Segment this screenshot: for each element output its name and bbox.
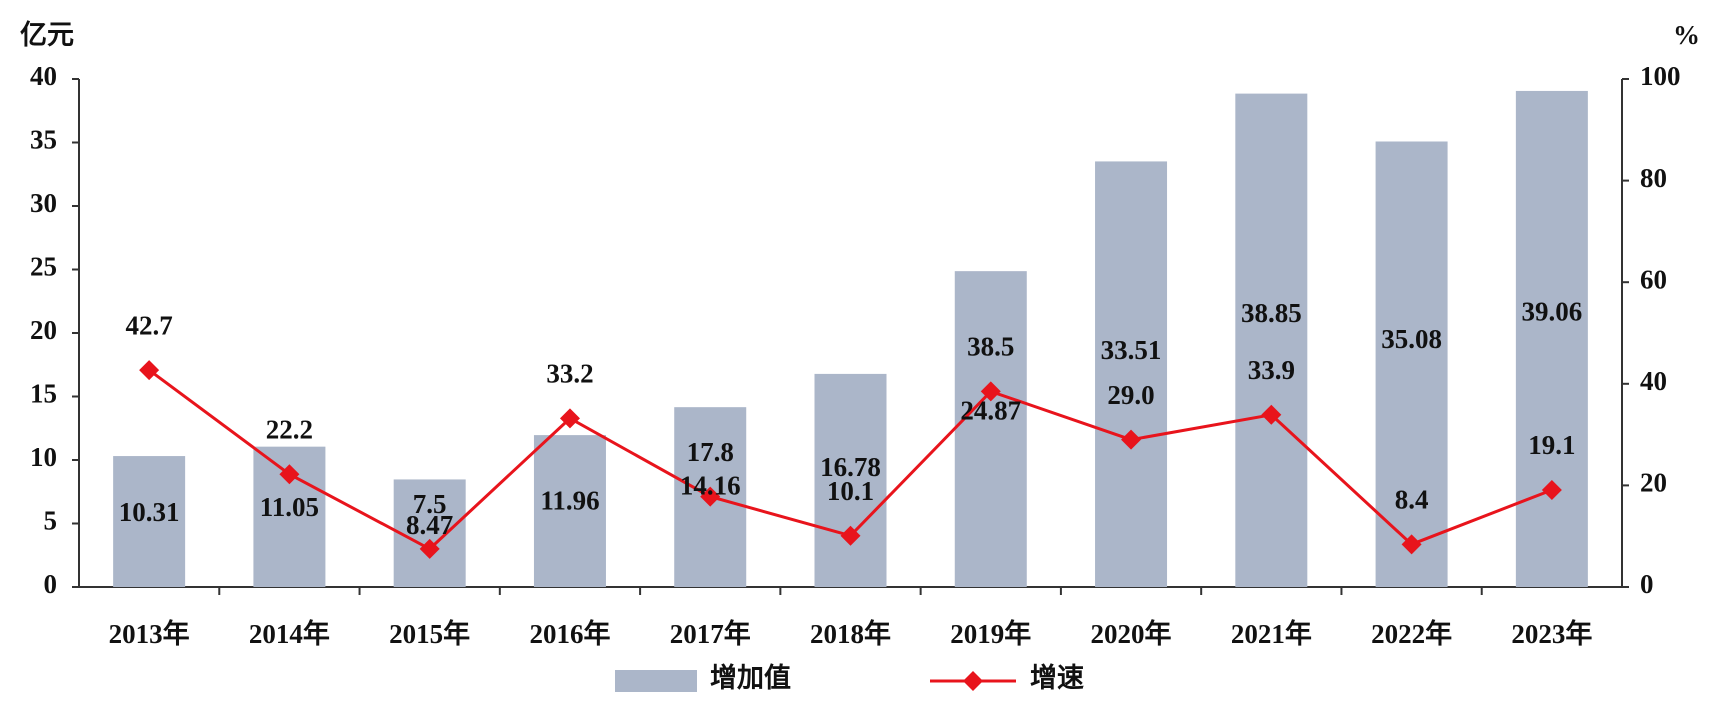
y2-tick-label: 80 [1640, 163, 1667, 193]
data-label: 11.96 [540, 486, 599, 516]
data-label: 8.47 [406, 510, 453, 540]
x-tick-label: 2014年 [249, 618, 330, 649]
marker [279, 464, 300, 485]
data-label: 39.06 [1521, 296, 1582, 326]
y2-tick-label: 40 [1640, 366, 1667, 396]
bar [393, 479, 466, 587]
y2-tick-label: 20 [1640, 468, 1667, 498]
y-tick-label: 10 [30, 442, 57, 472]
marker [1261, 404, 1282, 425]
legend-label: 增加值 [710, 662, 791, 693]
data-label: 33.51 [1101, 335, 1162, 365]
data-label: 33.9 [1248, 355, 1295, 385]
data-label: 11.05 [260, 492, 319, 522]
y2-tick-label: 0 [1640, 569, 1654, 599]
x-tick-label: 2013年 [109, 618, 190, 649]
x-tick-label: 2015年 [389, 618, 470, 649]
data-label: 33.2 [546, 359, 593, 389]
x-tick-label: 2020年 [1091, 618, 1172, 649]
data-label: 17.8 [687, 437, 734, 467]
marker [1401, 534, 1422, 555]
x-tick-label: 2022年 [1371, 618, 1452, 649]
legend-swatch [963, 671, 983, 691]
data-label: 24.87 [960, 395, 1021, 425]
bar [1235, 93, 1308, 587]
bar [533, 435, 606, 587]
x-tick-label: 2017年 [670, 618, 751, 649]
y-tick-label: 0 [44, 569, 58, 599]
data-label: 29.0 [1107, 380, 1154, 410]
marker [419, 538, 440, 559]
bar [1515, 90, 1588, 588]
y-tick-label: 15 [30, 379, 57, 409]
marker [700, 486, 721, 507]
y2-axis-label: % [1673, 20, 1700, 50]
data-label: 35.08 [1381, 324, 1442, 354]
data-label: 8.4 [1395, 485, 1429, 515]
marker [840, 525, 861, 546]
legend-swatch [615, 670, 697, 692]
x-tick-label: 2021年 [1231, 618, 1312, 649]
y-tick-label: 5 [44, 506, 58, 536]
data-label: 19.1 [1528, 430, 1575, 460]
marker [559, 408, 580, 429]
data-label: 14.16 [680, 470, 741, 500]
marker [1121, 429, 1142, 450]
bar [814, 373, 887, 587]
data-label: 38.5 [967, 332, 1014, 362]
bar [113, 456, 186, 587]
y2-tick-label: 60 [1640, 264, 1667, 294]
y-axis-label: 亿元 [20, 20, 74, 50]
legend-label: 增速 [1030, 662, 1084, 693]
y-tick-label: 40 [30, 61, 57, 91]
x-tick-label: 2019年 [950, 618, 1031, 649]
data-label: 22.2 [266, 414, 313, 444]
data-label: 16.78 [820, 452, 881, 482]
data-label: 10.1 [827, 476, 874, 506]
x-tick-label: 2016年 [529, 618, 610, 649]
y-tick-label: 20 [30, 315, 57, 345]
bar [1375, 141, 1448, 587]
data-label: 42.7 [126, 310, 173, 340]
y-tick-label: 30 [30, 188, 57, 218]
x-tick-label: 2023年 [1511, 618, 1592, 649]
data-label: 38.85 [1241, 298, 1302, 328]
marker [1541, 479, 1562, 500]
marker [980, 381, 1001, 402]
data-label: 7.5 [413, 489, 447, 519]
x-tick-label: 2018年 [810, 618, 891, 649]
bar [954, 271, 1027, 587]
y2-tick-label: 100 [1640, 61, 1681, 91]
y-tick-label: 25 [30, 252, 57, 282]
y-tick-label: 35 [30, 125, 57, 155]
bar [1095, 161, 1168, 587]
data-label: 10.31 [119, 497, 180, 527]
marker [139, 360, 160, 381]
